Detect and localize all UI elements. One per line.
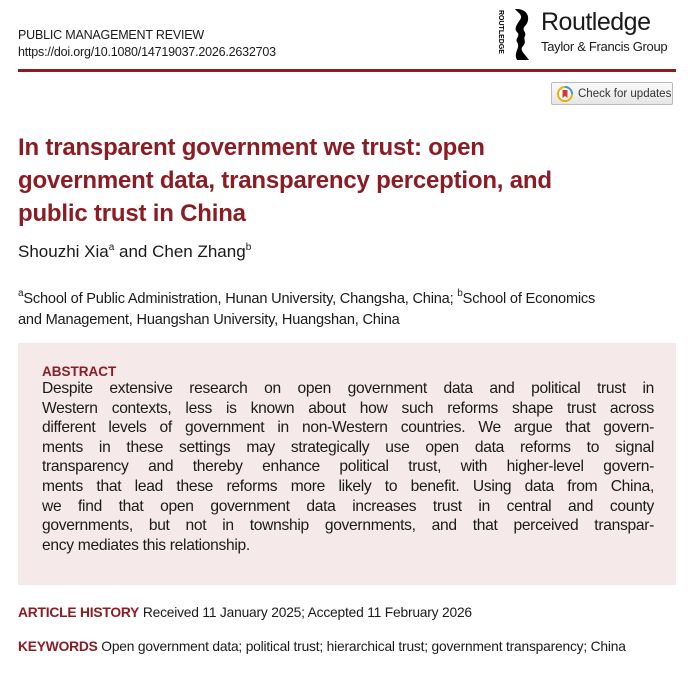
check-for-updates-button[interactable]: Check for updates (551, 82, 673, 105)
abstract-line: different levels of government in non-We… (42, 419, 654, 437)
article-title: In transparent government we trust: open… (18, 131, 678, 230)
journal-name: PUBLIC MANAGEMENT REVIEW (18, 28, 204, 42)
abstract-line: ments in these settings may strategicall… (42, 438, 654, 456)
bookmark-icon (557, 85, 573, 102)
abstract-heading: ABSTRACT (42, 364, 117, 379)
abstract-box (18, 343, 676, 585)
keywords-label: KEYWORDS (18, 639, 98, 654)
author-name[interactable]: Chen Zhang (152, 242, 246, 261)
publisher-name: Routledge (541, 8, 651, 36)
abstract-line: Despite extensive research on open gover… (42, 380, 654, 397)
abstract-line: ments that lead these reforms more likel… (42, 477, 654, 495)
author-name[interactable]: Shouzhi Xia (18, 242, 109, 261)
abstract-line: we find that open government data increa… (42, 497, 654, 515)
keywords-text: Open government data; political trust; h… (101, 639, 626, 654)
abstract-line: transparency and thereby enhance politic… (42, 458, 654, 476)
routledge-logo-icon: ROUTLEDGE (497, 8, 529, 61)
abstract-line: governments, but not in township governm… (42, 517, 654, 535)
header-rule (18, 69, 676, 72)
author-joiner: and (114, 242, 153, 261)
affiliation-text: School of Public Administration, Hunan U… (23, 291, 458, 307)
abstract-text: Despite extensive research on open gover… (42, 379, 654, 555)
doi-link[interactable]: https://doi.org/10.1080/14719037.2026.26… (18, 45, 276, 59)
keywords: KEYWORDS Open government data; political… (18, 639, 626, 654)
journal-header: PUBLIC MANAGEMENT REVIEW https://doi.org… (18, 27, 276, 61)
title-line: In transparent government we trust: open (18, 134, 485, 161)
affiliation-text: and Management, Huangshan University, Hu… (18, 312, 400, 328)
authors: Shouzhi Xiaa and Chen Zhangb (18, 242, 251, 262)
check-for-updates-label: Check for updates (578, 87, 672, 100)
abstract-line: ency mediates this relationship. (42, 536, 250, 554)
title-line: government data, transparency perception… (18, 167, 552, 194)
history-text: Received 11 January 2025; Accepted 11 Fe… (142, 605, 472, 620)
affiliations: aSchool of Public Administration, Hunan … (18, 283, 678, 331)
history-label: ARTICLE HISTORY (18, 605, 140, 620)
svg-text:ROUTLEDGE: ROUTLEDGE (497, 10, 504, 54)
affiliation-marker: b (457, 288, 463, 299)
article-history: ARTICLE HISTORY Received 11 January 2025… (18, 605, 472, 620)
publisher-group: Taylor & Francis Group (541, 39, 668, 54)
affiliation-marker: b (245, 242, 252, 253)
abstract-line: Western contexts, less is known about ho… (42, 399, 654, 417)
title-line: public trust in China (18, 200, 246, 227)
affiliation-marker: a (108, 242, 115, 253)
affiliation-text: School of Economics (462, 291, 596, 307)
routledge-logo: ROUTLEDGE Routledge Taylor & Francis Gro… (495, 6, 675, 62)
affiliation-marker: a (18, 288, 24, 299)
